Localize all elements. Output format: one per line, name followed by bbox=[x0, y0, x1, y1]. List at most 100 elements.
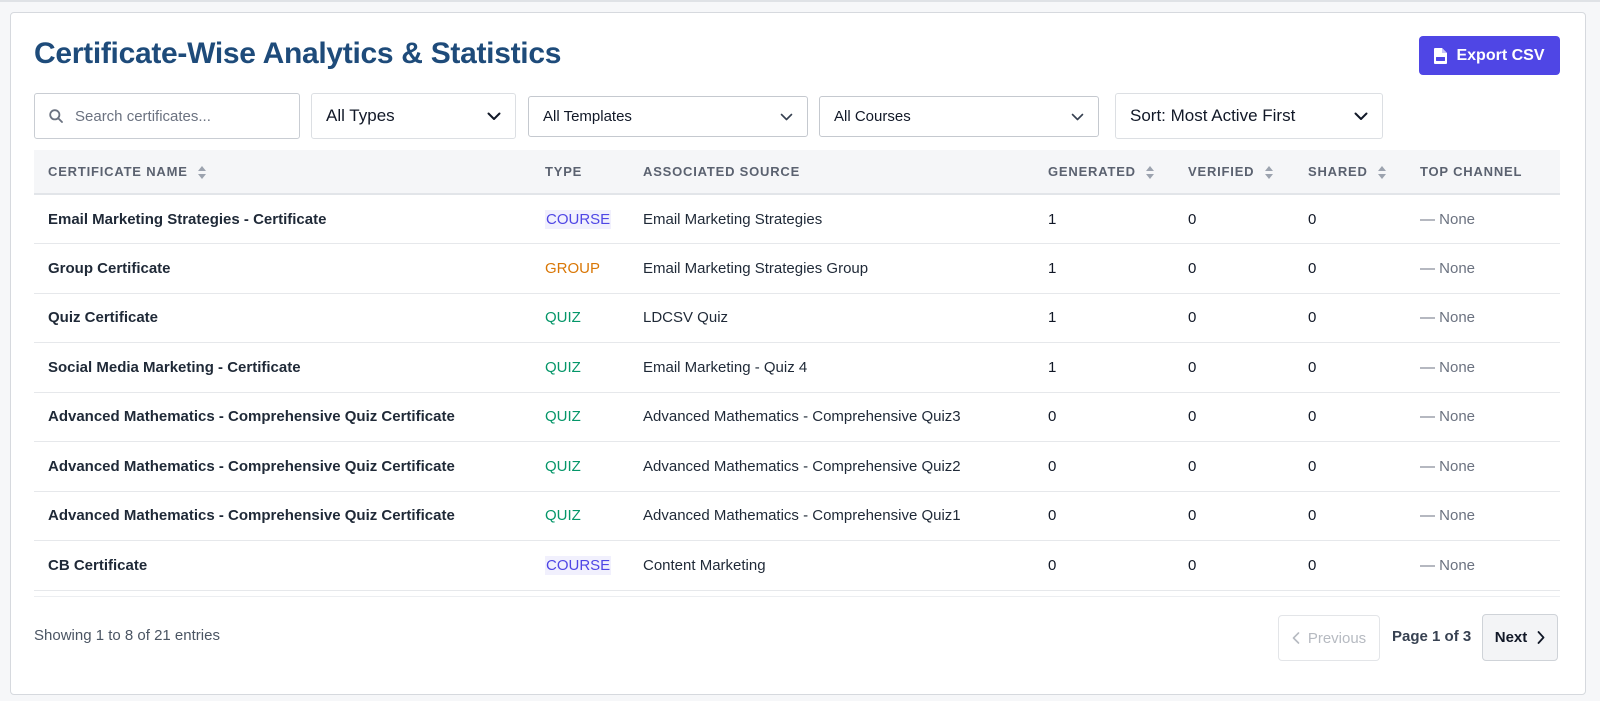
table-row: Advanced Mathematics - Comprehensive Qui… bbox=[34, 392, 1560, 442]
shared-cell: 0 bbox=[1294, 194, 1406, 244]
next-page-button[interactable]: Next bbox=[1482, 614, 1558, 661]
column-header-certificate-name[interactable]: Certificate Name bbox=[34, 150, 531, 194]
top-channel-cell: — None bbox=[1406, 392, 1560, 442]
certificate-name-cell: Group Certificate bbox=[34, 243, 531, 294]
top-channel-cell: — None bbox=[1406, 194, 1560, 244]
template-filter-value: All Templates bbox=[543, 108, 632, 125]
type-cell: GROUP bbox=[531, 243, 629, 294]
generated-cell: 1 bbox=[1034, 342, 1174, 393]
table-row: Social Media Marketing - Certificate QUI… bbox=[34, 342, 1560, 393]
type-cell: QUIZ bbox=[531, 293, 629, 343]
top-channel-cell: — None bbox=[1406, 293, 1560, 343]
column-header-top-channel: Top Channel bbox=[1420, 164, 1523, 179]
type-cell: QUIZ bbox=[531, 491, 629, 541]
table-row: Group Certificate GROUP Email Marketing … bbox=[34, 243, 1560, 294]
type-cell: QUIZ bbox=[531, 441, 629, 492]
shared-cell: 0 bbox=[1294, 540, 1406, 591]
entries-summary: Showing 1 to 8 of 21 entries bbox=[34, 627, 220, 644]
search-input[interactable] bbox=[75, 107, 275, 125]
source-cell: Email Marketing Strategies Group bbox=[629, 243, 1034, 294]
verified-cell: 0 bbox=[1174, 293, 1294, 343]
shared-cell: 0 bbox=[1294, 491, 1406, 541]
table-row: Quiz Certificate QUIZ LDCSV Quiz 1 0 0 —… bbox=[34, 293, 1560, 343]
export-csv-button[interactable]: Export CSV bbox=[1419, 36, 1560, 75]
table-row: Advanced Mathematics - Comprehensive Qui… bbox=[34, 441, 1560, 492]
page-title: Certificate-Wise Analytics & Statistics bbox=[34, 37, 562, 70]
sort-icon bbox=[1264, 166, 1273, 180]
certificate-name-cell: Advanced Mathematics - Comprehensive Qui… bbox=[34, 392, 531, 442]
type-badge: QUIZ bbox=[545, 408, 581, 426]
footer-divider bbox=[34, 596, 1560, 597]
chevron-down-icon bbox=[780, 113, 793, 121]
table-header-row: Certificate Name Type Associated Source … bbox=[34, 150, 1560, 194]
certificates-table-wrapper: Certificate Name Type Associated Source … bbox=[34, 150, 1560, 591]
column-header-type: Type bbox=[545, 164, 583, 179]
shared-cell: 0 bbox=[1294, 441, 1406, 492]
type-cell: COURSE bbox=[531, 540, 629, 591]
previous-label: Previous bbox=[1307, 629, 1367, 647]
sort-icon bbox=[1378, 166, 1387, 180]
type-filter-select[interactable]: All Types bbox=[311, 93, 516, 139]
source-cell: Advanced Mathematics - Comprehensive Qui… bbox=[629, 441, 1034, 492]
chevron-right-icon bbox=[1537, 631, 1545, 644]
export-csv-label: Export CSV bbox=[1456, 46, 1545, 64]
source-cell: LDCSV Quiz bbox=[629, 293, 1034, 343]
verified-cell: 0 bbox=[1174, 392, 1294, 442]
certificate-name-cell: Advanced Mathematics - Comprehensive Qui… bbox=[34, 491, 531, 541]
search-icon bbox=[49, 109, 63, 123]
csv-file-icon bbox=[1434, 47, 1448, 64]
generated-cell: 1 bbox=[1034, 293, 1174, 343]
source-cell: Content Marketing bbox=[629, 540, 1034, 591]
type-badge: COURSE bbox=[545, 209, 612, 229]
certificate-name-cell: Quiz Certificate bbox=[34, 293, 531, 343]
generated-cell: 1 bbox=[1034, 243, 1174, 294]
chevron-left-icon bbox=[1292, 632, 1300, 644]
course-filter-select[interactable]: All Courses bbox=[819, 96, 1099, 137]
generated-cell: 0 bbox=[1034, 540, 1174, 591]
sort-select-value: Sort: Most Active First bbox=[1130, 106, 1296, 125]
sort-icon bbox=[198, 166, 207, 180]
next-label: Next bbox=[1494, 629, 1528, 646]
table-row: CB Certificate COURSE Content Marketing … bbox=[34, 540, 1560, 591]
sort-select[interactable]: Sort: Most Active First bbox=[1115, 93, 1383, 139]
table-row: Advanced Mathematics - Comprehensive Qui… bbox=[34, 491, 1560, 541]
type-filter-value: All Types bbox=[326, 106, 395, 125]
column-header-shared[interactable]: Shared bbox=[1294, 150, 1406, 194]
template-filter-select[interactable]: All Templates bbox=[528, 96, 808, 137]
column-header-generated[interactable]: Generated bbox=[1034, 150, 1174, 194]
shared-cell: 0 bbox=[1294, 392, 1406, 442]
page-indicator: Page 1 of 3 bbox=[1392, 628, 1472, 645]
type-cell: COURSE bbox=[531, 194, 629, 244]
sort-icon bbox=[1146, 166, 1155, 180]
source-cell: Email Marketing - Quiz 4 bbox=[629, 342, 1034, 393]
certificate-name-cell: Advanced Mathematics - Comprehensive Qui… bbox=[34, 441, 531, 492]
shared-cell: 0 bbox=[1294, 342, 1406, 393]
shared-cell: 0 bbox=[1294, 243, 1406, 294]
column-header-associated-source: Associated Source bbox=[643, 164, 801, 179]
shared-cell: 0 bbox=[1294, 293, 1406, 343]
certificate-name-cell: CB Certificate bbox=[34, 540, 531, 591]
generated-cell: 0 bbox=[1034, 392, 1174, 442]
window-top-border bbox=[0, 0, 1600, 2]
top-channel-cell: — None bbox=[1406, 243, 1560, 294]
top-channel-cell: — None bbox=[1406, 342, 1560, 393]
top-channel-cell: — None bbox=[1406, 540, 1560, 591]
course-filter-value: All Courses bbox=[834, 108, 911, 125]
top-channel-cell: — None bbox=[1406, 441, 1560, 492]
type-badge: QUIZ bbox=[545, 358, 581, 376]
generated-cell: 1 bbox=[1034, 194, 1174, 244]
certificates-table: Certificate Name Type Associated Source … bbox=[34, 150, 1560, 591]
search-box[interactable] bbox=[34, 93, 300, 139]
column-header-verified[interactable]: Verified bbox=[1174, 150, 1294, 194]
analytics-panel: Certificate-Wise Analytics & Statistics … bbox=[10, 12, 1586, 695]
source-cell: Advanced Mathematics - Comprehensive Qui… bbox=[629, 491, 1034, 541]
chevron-down-icon bbox=[1354, 112, 1368, 121]
chevron-down-icon bbox=[487, 112, 501, 121]
generated-cell: 0 bbox=[1034, 441, 1174, 492]
generated-cell: 0 bbox=[1034, 491, 1174, 541]
verified-cell: 0 bbox=[1174, 194, 1294, 244]
previous-page-button[interactable]: Previous bbox=[1278, 615, 1380, 661]
type-badge: QUIZ bbox=[545, 457, 581, 475]
source-cell: Email Marketing Strategies bbox=[629, 194, 1034, 244]
certificate-name-cell: Email Marketing Strategies - Certificate bbox=[34, 194, 531, 244]
